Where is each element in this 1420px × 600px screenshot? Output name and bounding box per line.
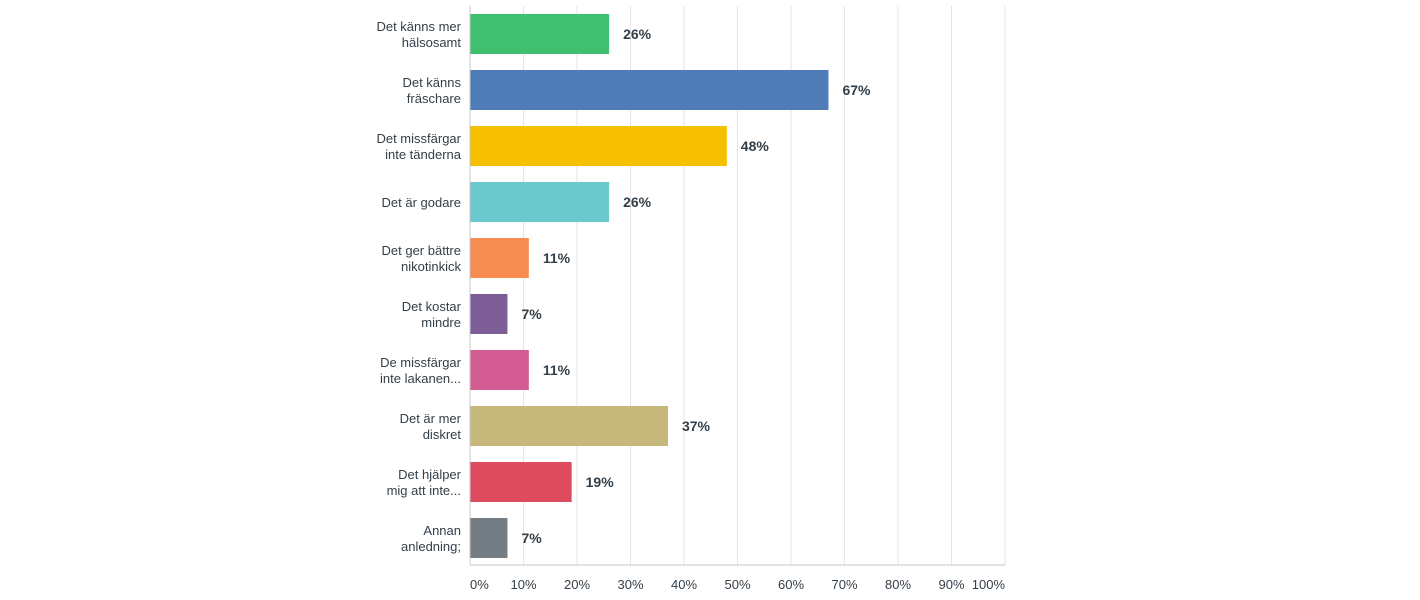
category-label: Det är godare — [382, 195, 462, 210]
x-tick-label: 90% — [938, 577, 964, 592]
value-label: 11% — [543, 250, 571, 266]
bar — [470, 126, 727, 166]
x-tick-label: 10% — [510, 577, 536, 592]
bar — [470, 350, 529, 390]
category-label: Det känns — [402, 75, 461, 90]
category-label: inte tänderna — [385, 147, 462, 162]
bar — [470, 406, 668, 446]
category-label: mig att inte... — [387, 483, 461, 498]
value-label: 37% — [682, 418, 711, 434]
category-label: Det ger bättre — [382, 243, 462, 258]
category-label: Det känns mer — [376, 19, 461, 34]
x-tick-labels: 0% 10% 20% 30% 40% 50% 60% 70% 80% 90% 100% — [470, 577, 1005, 592]
category-label: nikotinkick — [401, 259, 461, 274]
x-tick-label: 40% — [671, 577, 697, 592]
category-label: De missfärgar — [380, 355, 462, 370]
value-label: 7% — [521, 530, 542, 546]
bar — [470, 238, 529, 278]
category-label: Det är mer — [400, 411, 462, 426]
category-label: hälsosamt — [402, 35, 462, 50]
value-label: 26% — [623, 26, 652, 42]
bar — [470, 14, 610, 54]
value-label: 19% — [586, 474, 615, 490]
bar — [470, 462, 572, 502]
value-label: 67% — [842, 82, 871, 98]
category-label: Det kostar — [402, 299, 462, 314]
x-tick-label: 30% — [617, 577, 643, 592]
x-tick-label: 70% — [831, 577, 857, 592]
category-label: Det missfärgar — [376, 131, 461, 146]
category-label: anledning; — [401, 539, 461, 554]
category-label: fräschare — [407, 91, 461, 106]
category-label: Annan — [423, 523, 461, 538]
x-tick-label: 100% — [972, 577, 1006, 592]
x-tick-label: 60% — [778, 577, 804, 592]
bar — [470, 294, 508, 334]
value-label: 7% — [521, 306, 542, 322]
bars — [470, 14, 829, 558]
value-labels: 26% 67% 48% 26% 11% 7% 11% 37% 19% 7% — [521, 26, 871, 546]
category-label: Det hjälper — [398, 467, 462, 482]
x-tick-label: 20% — [564, 577, 590, 592]
value-label: 48% — [741, 138, 770, 154]
bar — [470, 70, 829, 110]
category-label: diskret — [423, 427, 462, 442]
x-tick-label: 50% — [724, 577, 750, 592]
x-tick-label: 80% — [885, 577, 911, 592]
category-label: inte lakanen... — [380, 371, 461, 386]
x-tick-label: 0% — [470, 577, 489, 592]
bar — [470, 518, 508, 558]
bar — [470, 182, 610, 222]
value-label: 11% — [543, 362, 571, 378]
value-label: 26% — [623, 194, 652, 210]
category-label: mindre — [421, 315, 461, 330]
